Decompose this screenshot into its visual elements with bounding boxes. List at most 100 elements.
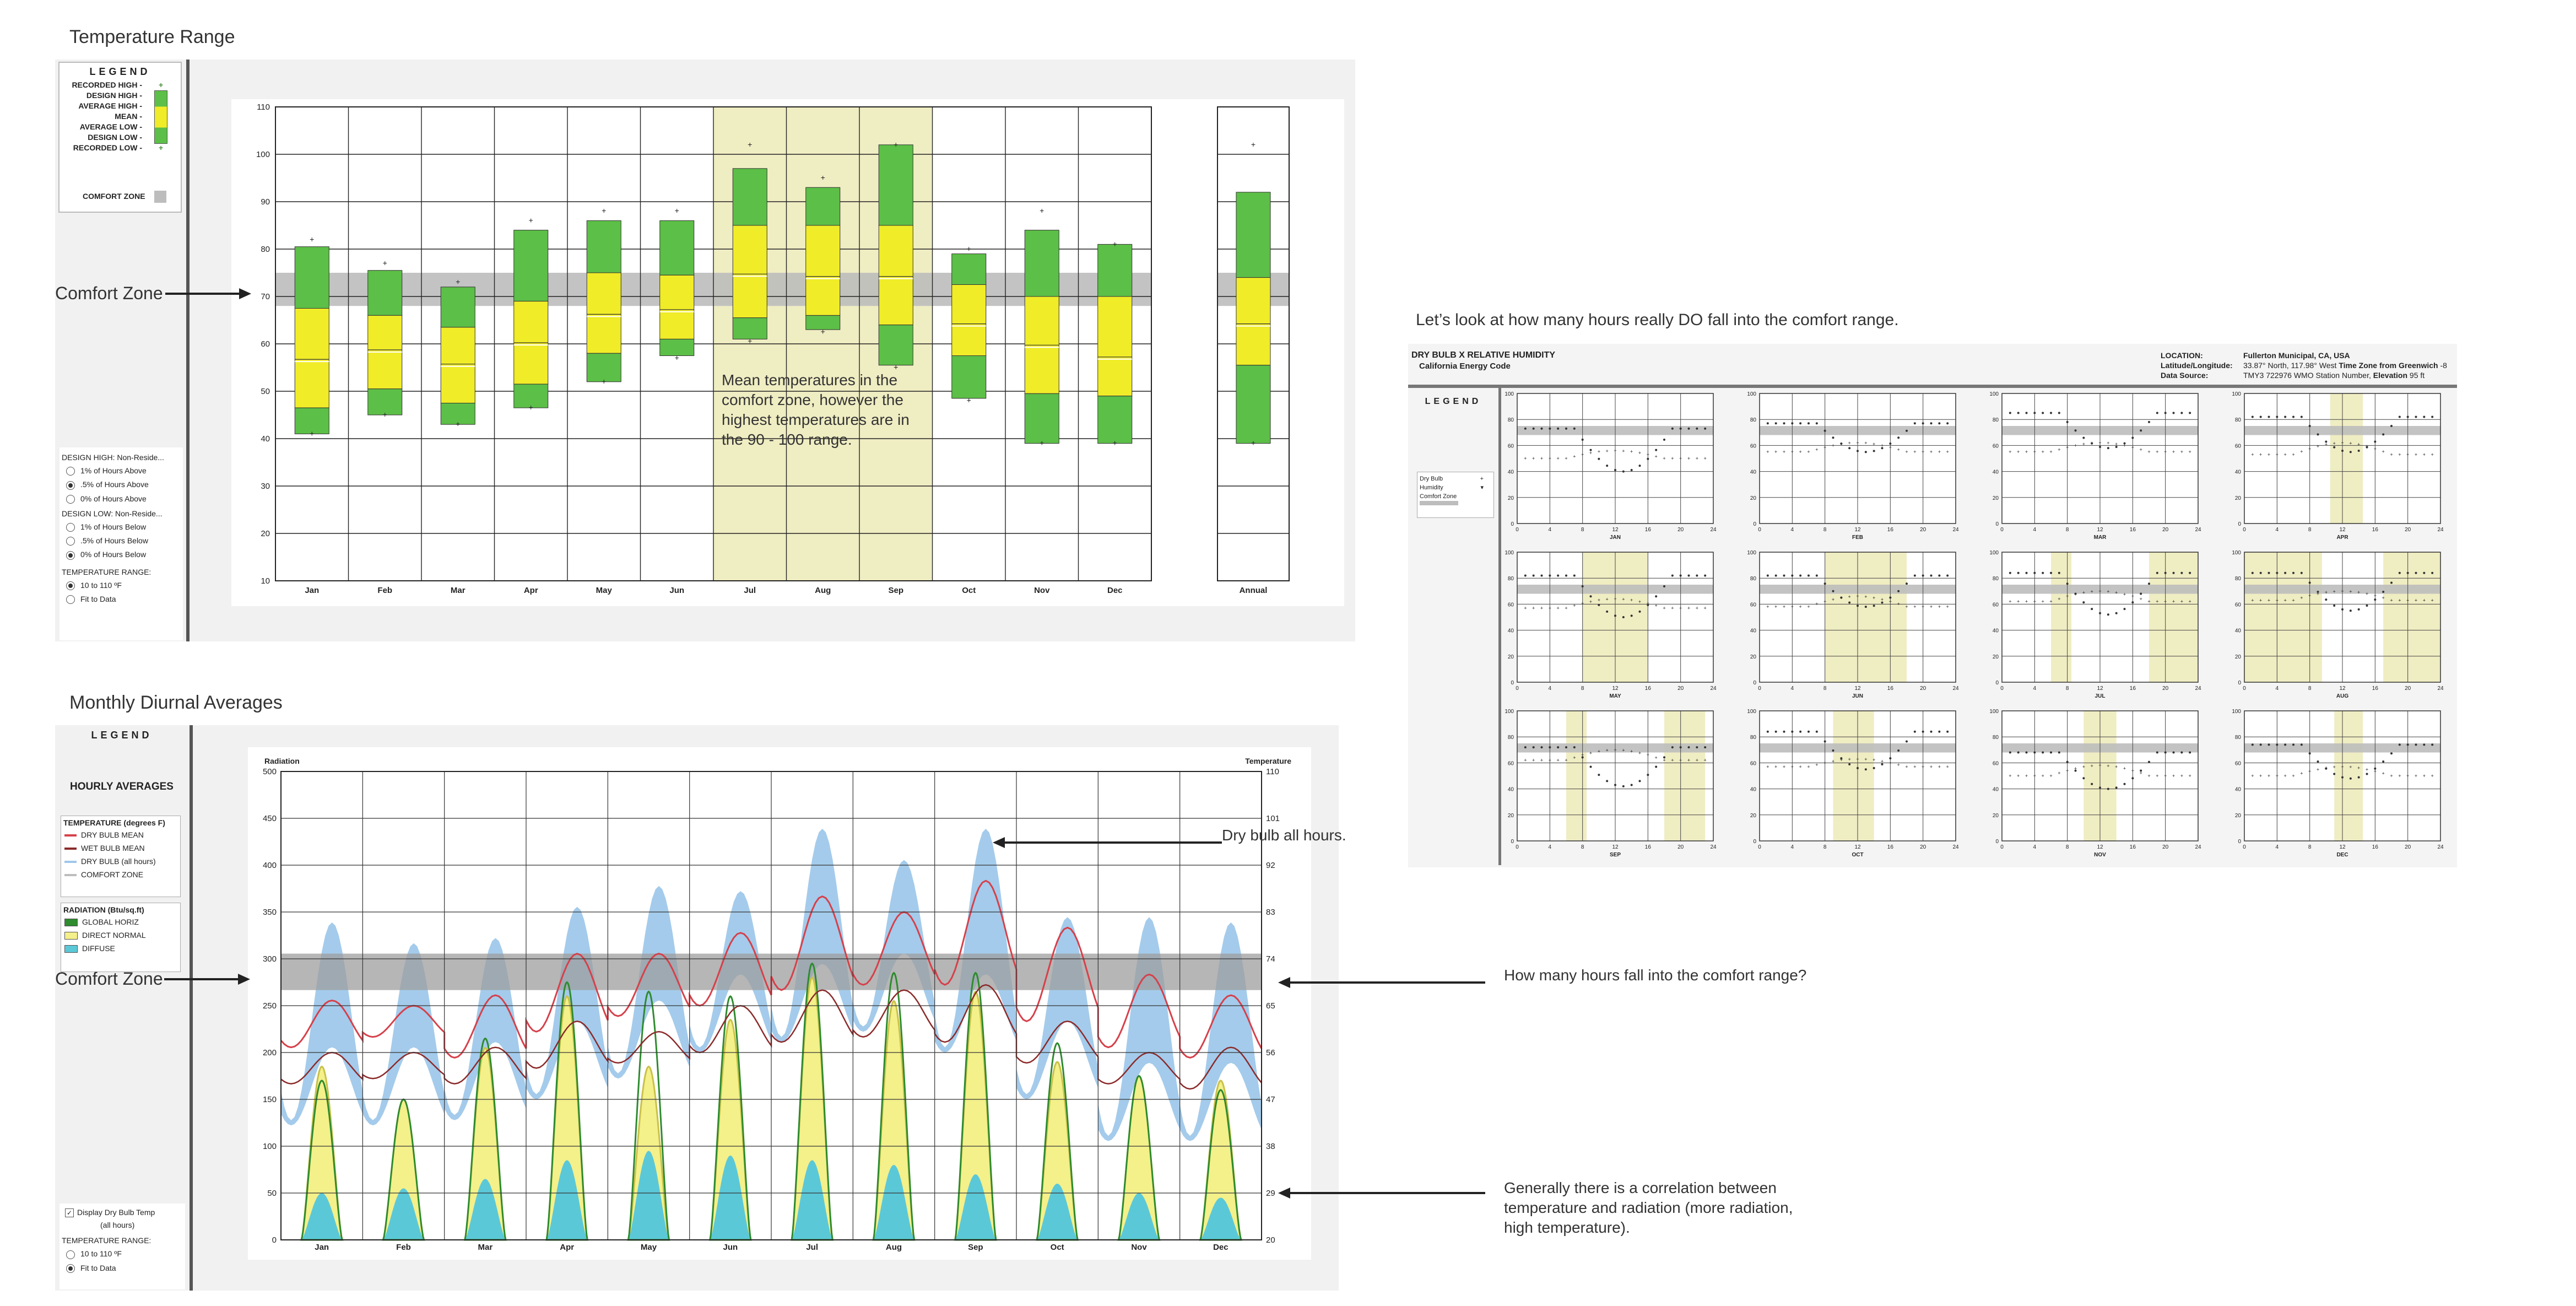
humidity-marker: ▾ bbox=[1480, 484, 1484, 491]
x-tick-label: 4 bbox=[2276, 527, 2279, 533]
diurnal-range-label: TEMPERATURE RANGE: bbox=[62, 1236, 151, 1245]
humidity-point bbox=[1524, 427, 1527, 430]
y-tick-label: 100 bbox=[263, 1142, 277, 1151]
recorded-low-mark: + bbox=[894, 363, 898, 371]
diurnal-range-option-1[interactable]: 10 to 110 ºF bbox=[66, 1249, 185, 1259]
recorded-high-mark: + bbox=[310, 235, 314, 244]
design-low-segment bbox=[659, 338, 695, 356]
humidity-point bbox=[2284, 415, 2287, 418]
drybulb-point: + bbox=[2259, 452, 2262, 457]
design-low-option-3[interactable]: 0% of Hours Below bbox=[66, 550, 183, 560]
drybulb-point: + bbox=[1696, 758, 1698, 763]
bar-nov: ++ bbox=[1024, 206, 1059, 447]
drybulb-point: + bbox=[1864, 757, 1867, 762]
drybulb-point: + bbox=[1848, 757, 1851, 762]
humidity-point bbox=[1687, 427, 1690, 430]
legend-row: GLOBAL HORIZ bbox=[64, 916, 180, 927]
drybulb-point: + bbox=[2042, 449, 2044, 455]
recorded-low-mark: + bbox=[967, 396, 971, 404]
recorded-high-mark: + bbox=[456, 277, 460, 286]
y-tick-label: 0 bbox=[1753, 521, 1756, 527]
drybulb-point: + bbox=[2091, 763, 2093, 769]
design-high-option-1[interactable]: 1% of Hours Above bbox=[66, 466, 183, 476]
bar-dec: ++ bbox=[1097, 239, 1133, 447]
drybulb-point: + bbox=[1799, 604, 1802, 609]
drybulb-point: + bbox=[2025, 449, 2028, 455]
drybulb-point: + bbox=[2189, 599, 2191, 605]
drybulb-point: + bbox=[1655, 755, 1658, 760]
humidity-point bbox=[1823, 429, 1826, 432]
diffuse-area bbox=[464, 1179, 506, 1240]
drybulb-point: + bbox=[2049, 449, 2052, 455]
drybulb-point: + bbox=[2107, 763, 2109, 769]
humidity-point bbox=[1864, 768, 1867, 771]
month-panel-jun: 0 20 40 60 80 100 0 4 8 12 16 20 24 + + + + + + + + + + + + + + + + +… bbox=[1747, 550, 1959, 699]
x-tick-label: Feb bbox=[396, 1243, 411, 1252]
design-high-option-2[interactable]: .5% of Hours Above bbox=[66, 480, 183, 490]
x-tick-label: Jun bbox=[723, 1243, 738, 1252]
x-tick-label: 20 bbox=[2405, 686, 2411, 692]
global-horiz-line bbox=[954, 972, 997, 1241]
drybulb-point: + bbox=[2058, 596, 2060, 602]
humidity-point bbox=[1540, 746, 1543, 749]
x-tick-label: 24 bbox=[2437, 844, 2444, 850]
humidity-point bbox=[1606, 465, 1609, 467]
design-high-segment bbox=[659, 220, 695, 276]
drybulb-point: + bbox=[2251, 773, 2254, 779]
diurnal-range-option-2[interactable]: Fit to Data bbox=[66, 1264, 185, 1273]
drybulb-point: + bbox=[1573, 603, 1576, 608]
drybulb-point: + bbox=[1606, 747, 1609, 753]
temp-range-option-1[interactable]: 10 to 110 ºF bbox=[66, 581, 183, 591]
drybulb-point: + bbox=[1532, 456, 1535, 461]
legend-row: RECORDED HIGH - + bbox=[59, 80, 163, 90]
drybulb-point: + bbox=[1913, 604, 1916, 609]
humidity-point bbox=[1848, 447, 1851, 450]
comfort-question-title: Let’s look at how many hours really DO f… bbox=[1416, 311, 1899, 329]
y-tick-label: 0 bbox=[272, 1235, 277, 1245]
humidity-point bbox=[1840, 442, 1843, 445]
drybulb-point: + bbox=[2251, 597, 2254, 603]
design-low-option-1[interactable]: 1% of Hours Below bbox=[66, 522, 183, 532]
comfort-hours-highlight bbox=[2383, 552, 2440, 682]
radiation-legend-items: GLOBAL HORIZ DIRECT NORMAL DIFFUSE bbox=[61, 916, 180, 954]
drybulb-point: + bbox=[2431, 773, 2434, 779]
humidity-point bbox=[1647, 774, 1649, 776]
humidity-point bbox=[2082, 436, 2085, 439]
drybulb-point: + bbox=[1799, 449, 1802, 455]
drybulb-point: + bbox=[1598, 449, 1600, 455]
humidity-point bbox=[1671, 427, 1674, 430]
drybulb-point: + bbox=[2341, 764, 2344, 769]
humidity-point bbox=[2308, 752, 2311, 755]
humidity-point bbox=[1540, 427, 1543, 430]
x-tick-label: Nov bbox=[1034, 586, 1050, 595]
drybulb-point: + bbox=[1873, 757, 1875, 763]
drybulb-point: + bbox=[2180, 599, 2183, 605]
humidity-point bbox=[1766, 574, 1769, 577]
drybulb-point: + bbox=[1638, 450, 1641, 456]
option-label: 0% of Hours Below bbox=[80, 550, 147, 559]
y-tick-label: 50 bbox=[261, 387, 270, 396]
temp-range-option-2[interactable]: Fit to Data bbox=[66, 595, 183, 605]
comfort-hours-highlight bbox=[1825, 552, 1907, 682]
design-high-option-3[interactable]: 0% of Hours Above bbox=[66, 494, 183, 504]
recorded-high-mark: + bbox=[821, 173, 825, 182]
y-tick-label: 20 bbox=[2235, 654, 2242, 660]
humidity-point bbox=[1913, 422, 1916, 425]
drybulb-point: + bbox=[2082, 590, 2085, 595]
display-dry-bulb-toggle[interactable]: ✓ Display Dry Bulb Temp bbox=[65, 1208, 185, 1218]
design-low-option-2[interactable]: .5% of Hours Below bbox=[66, 536, 183, 546]
humidity-point bbox=[2341, 776, 2344, 779]
x-tick-label: 12 bbox=[2339, 686, 2346, 692]
drybulb-point: + bbox=[1832, 597, 1834, 602]
y-tick-label: 40 bbox=[1993, 469, 1999, 476]
global-horiz-line bbox=[300, 1080, 344, 1241]
humidity-point bbox=[2099, 612, 2101, 614]
design-low-label: DESIGN LOW: Non-Reside... bbox=[62, 509, 163, 518]
y-tick-label: 80 bbox=[1993, 576, 1999, 582]
legend-comfort-swatch bbox=[1420, 501, 1458, 505]
humidity-point bbox=[1832, 590, 1834, 592]
design-low-segment bbox=[513, 384, 549, 408]
y-tick-label: 80 bbox=[1993, 735, 1999, 741]
diurnal-legend: LEGEND HOURLY AVERAGES TEMPERATURE (degr… bbox=[58, 727, 185, 981]
design-low-segment bbox=[805, 315, 841, 330]
